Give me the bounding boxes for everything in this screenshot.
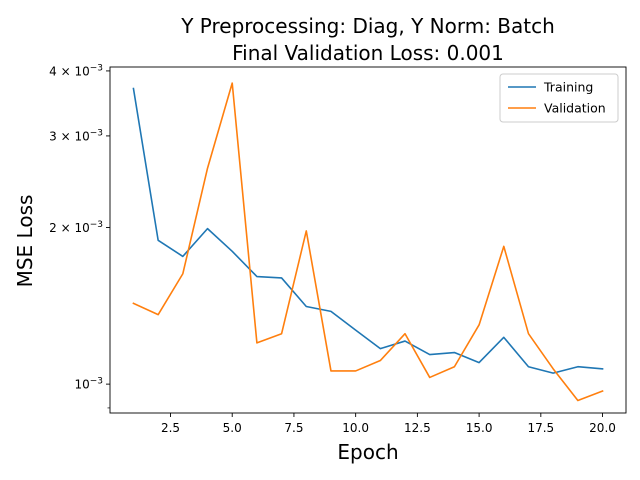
y-axis-label: MSE Loss xyxy=(13,195,37,288)
x-tick-label: 20.0 xyxy=(589,421,616,435)
x-axis-label: Epoch xyxy=(337,440,398,464)
legend-box xyxy=(499,73,619,123)
series-line-training xyxy=(132,87,604,374)
x-tick-label: 15.0 xyxy=(466,421,493,435)
x-tick-label: 17.5 xyxy=(527,421,554,435)
y-tick-label: 4 × 10−3 xyxy=(49,63,103,78)
series-line-validation xyxy=(132,82,604,402)
x-tick-label: 2.5 xyxy=(161,421,180,435)
legend-label-training: Training xyxy=(543,80,593,95)
legend-label-validation: Validation xyxy=(544,101,606,116)
plot-frame xyxy=(109,66,627,414)
chart-title-line2: Final Validation Loss: 0.001 xyxy=(232,41,504,65)
y-tick-label: 3 × 10−3 xyxy=(49,128,103,143)
y-tick-label: 10−3 xyxy=(74,377,103,392)
x-tick-label: 5.0 xyxy=(223,421,242,435)
chart-title-line1: Y Preprocessing: Diag, Y Norm: Batch xyxy=(180,14,555,38)
plot-area: 2.5 5.0 7.5 10.0 12.5 15.0 17.5 20.0 10−3 2 × 10−… xyxy=(49,63,627,435)
x-tick-label: 7.5 xyxy=(284,421,303,435)
x-tick-label: 12.5 xyxy=(404,421,431,435)
y-tick-label: 2 × 10−3 xyxy=(49,220,103,235)
x-tick-label: 10.0 xyxy=(342,421,369,435)
